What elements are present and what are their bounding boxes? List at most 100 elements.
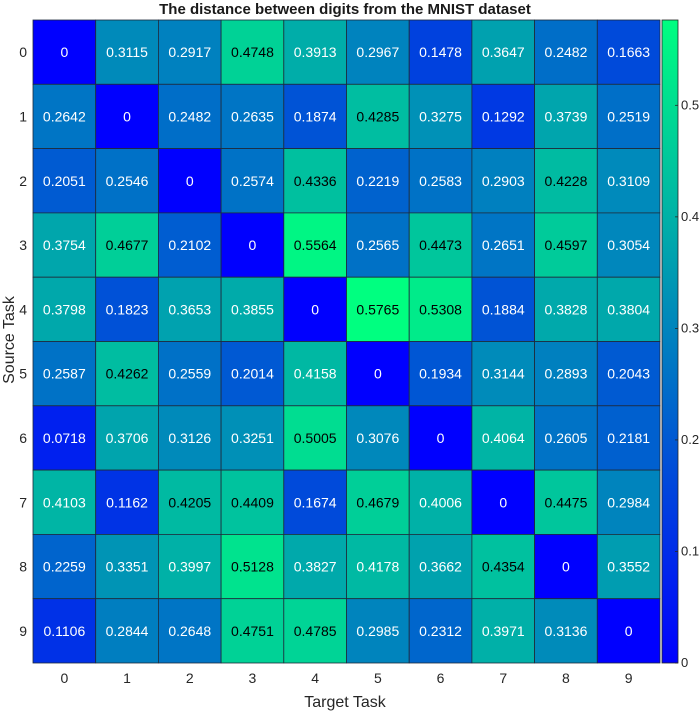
cell-value-label: 0.3552	[607, 559, 650, 575]
cell-value-label: 0	[60, 44, 68, 60]
cell-value-label: 0.1884	[482, 301, 525, 317]
heatmap-cell	[596, 405, 661, 471]
cell-value-label: 0.4103	[43, 494, 86, 510]
heatmap-cell	[220, 341, 285, 407]
cell-value-label: 0.3828	[545, 301, 588, 317]
cell-value-label: 0.2893	[545, 366, 588, 382]
cell-value-label: 0.2312	[419, 623, 462, 639]
heatmap-cell	[534, 534, 598, 600]
x-tick-label: 2	[186, 670, 194, 686]
cell-value-label: 0.2583	[419, 173, 462, 189]
heatmap-cell	[95, 148, 159, 214]
cell-value-label: 0	[249, 237, 257, 253]
heatmap-cell	[408, 148, 473, 214]
cell-value-label: 0.1162	[106, 494, 148, 510]
heatmap-cell	[471, 405, 535, 471]
heatmap-cell	[283, 212, 347, 278]
heatmap-cell	[534, 83, 598, 150]
heatmap-cell	[471, 534, 535, 600]
heatmap-cell	[596, 598, 661, 664]
cell-value-label: 0.2605	[545, 430, 588, 446]
heatmap-cell	[157, 598, 222, 664]
colorbar-tick-label: 0.3	[681, 320, 699, 335]
cell-value-label: 0.3739	[545, 108, 588, 124]
heatmap-cell	[157, 19, 222, 85]
heatmap-cell	[534, 405, 598, 471]
heatmap-cell	[471, 276, 535, 342]
heatmap-cell	[534, 148, 598, 214]
y-tick-label: 9	[19, 623, 27, 639]
y-tick-label: 6	[19, 430, 27, 446]
cell-value-label: 0.3115	[106, 44, 148, 60]
cell-value-label: 0.4597	[545, 237, 588, 253]
cell-value-label: 0.4336	[294, 173, 337, 189]
heatmap-cell	[283, 341, 347, 407]
cell-value-label: 0.1478	[419, 44, 462, 60]
cell-value-label: 0.1106	[43, 623, 85, 639]
heatmap-cell	[157, 276, 222, 342]
cell-value-label: 0.2642	[43, 108, 86, 124]
x-tick-label: 6	[437, 670, 445, 686]
cell-value-label: 0.5765	[356, 301, 399, 317]
cell-value-label: 0.3653	[168, 301, 211, 317]
heatmap-cell	[95, 598, 159, 664]
y-tick-label: 4	[19, 301, 27, 317]
cell-value-label: 0.1934	[419, 366, 462, 382]
heatmap-cell	[32, 534, 97, 600]
y-tick-label: 8	[19, 559, 27, 575]
cell-value-label: 0.2844	[106, 623, 149, 639]
cell-value-label: 0	[123, 108, 131, 124]
heatmap-cell	[32, 405, 97, 471]
cell-value-label: 0.4285	[356, 108, 399, 124]
y-tick-label: 5	[19, 366, 27, 382]
x-tick-label: 1	[123, 670, 131, 686]
cell-value-label: 0	[311, 301, 319, 317]
cell-value-label: 0.5308	[419, 301, 462, 317]
y-tick-label: 3	[19, 237, 27, 253]
cell-value-label: 0.1823	[106, 301, 149, 317]
chart-title: The distance between digits from the MNI…	[159, 1, 531, 18]
cell-value-label: 0.2635	[231, 108, 274, 124]
cell-value-label: 0.4751	[231, 623, 274, 639]
cell-value-label: 0.3754	[43, 237, 86, 253]
cell-value-label: 0.3109	[607, 173, 650, 189]
cell-value-label: 0.2546	[106, 173, 149, 189]
heatmap-cell	[32, 212, 97, 278]
cell-value-label: 0.2985	[356, 623, 399, 639]
cell-value-label: 0.2984	[607, 494, 650, 510]
cell-value-label: 0.4354	[482, 559, 525, 575]
y-axis-label: Source Task	[1, 295, 18, 384]
cell-value-label: 0.3997	[168, 559, 211, 575]
cell-value-label: 0.3855	[231, 301, 274, 317]
heatmap-cell	[534, 276, 598, 342]
x-tick-label: 0	[60, 670, 68, 686]
cell-value-label: 0.2903	[482, 173, 525, 189]
heatmap-cell	[471, 83, 535, 150]
heatmap-cell	[346, 405, 410, 471]
y-tick-label: 7	[19, 494, 27, 510]
cell-value-label: 0.3076	[356, 430, 399, 446]
heatmap-cell	[283, 19, 347, 85]
cell-value-label: 0.2519	[607, 108, 650, 124]
heatmap-cell	[157, 83, 222, 150]
heatmap-cell	[283, 276, 347, 342]
cell-value-label: 0	[374, 366, 382, 382]
heatmap-cell	[534, 212, 598, 278]
cell-value-label: 0.4006	[419, 494, 462, 510]
heatmap-cell	[220, 19, 285, 85]
cell-value-label: 0.2219	[356, 173, 399, 189]
cell-value-label: 0.3144	[482, 366, 525, 382]
cell-value-label: 0.5564	[294, 237, 337, 253]
heatmap-cell	[471, 469, 535, 535]
cell-value-label: 0	[562, 559, 570, 575]
heatmap-cell	[32, 598, 97, 664]
x-axis-label: Target Task	[304, 694, 387, 711]
cell-value-label: 0.4409	[231, 494, 274, 510]
heatmap-cell	[95, 469, 159, 535]
cell-value-label: 0.3647	[482, 44, 525, 60]
heatmap-cell	[596, 19, 661, 85]
cell-value-label: 0.2565	[356, 237, 399, 253]
cell-value-label: 0.2482	[545, 44, 588, 60]
heatmap-cell	[596, 83, 661, 150]
heatmap-cell	[408, 83, 473, 150]
